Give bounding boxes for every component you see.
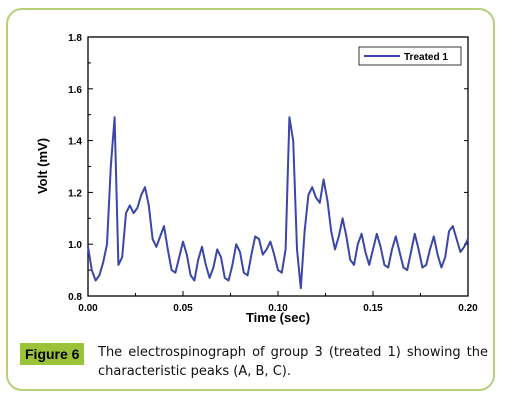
y-tick-label: 1.4 <box>68 137 82 148</box>
figure-label: Figure 6 <box>20 343 85 365</box>
x-tick-label: 0.15 <box>363 303 383 314</box>
figure-caption: The electrospinograph of group 3 (treate… <box>98 345 488 379</box>
line-chart: 0.00 0.05 0.10 0.15 0.20 0.81.01.21.41.61.8 … <box>35 33 478 325</box>
x-tick-label: 0.05 <box>173 303 193 314</box>
y-tick-label: 1.8 <box>68 33 82 44</box>
y-axis-label: Volt (mV) <box>35 138 50 194</box>
plot-frame <box>87 36 469 297</box>
y-axis: 0.8 1.0 1.2 1.4 1.6 1.8 <box>68 33 468 303</box>
legend-box <box>358 46 462 66</box>
legend: Treated 1 <box>358 46 462 66</box>
x-tick-label: 0.10 <box>268 303 288 314</box>
y-tick-label: 1.0 <box>68 240 82 251</box>
x-axis: 0.00 0.05 0.10 0.15 0.20 <box>78 291 478 314</box>
series-line-treated-1 <box>87 116 469 290</box>
y-tick-label: 0.8 <box>68 292 82 303</box>
x-tick-label: 0.00 <box>78 303 98 314</box>
y-tick-label: 1.2 <box>68 188 82 199</box>
y-tick-label: 1.6 <box>68 85 82 96</box>
series-layer <box>87 116 469 290</box>
x-tick-label: 0.20 <box>458 303 478 314</box>
legend-label: Treated 1 <box>404 52 448 63</box>
x-axis-label: Time (sec) <box>246 310 310 325</box>
